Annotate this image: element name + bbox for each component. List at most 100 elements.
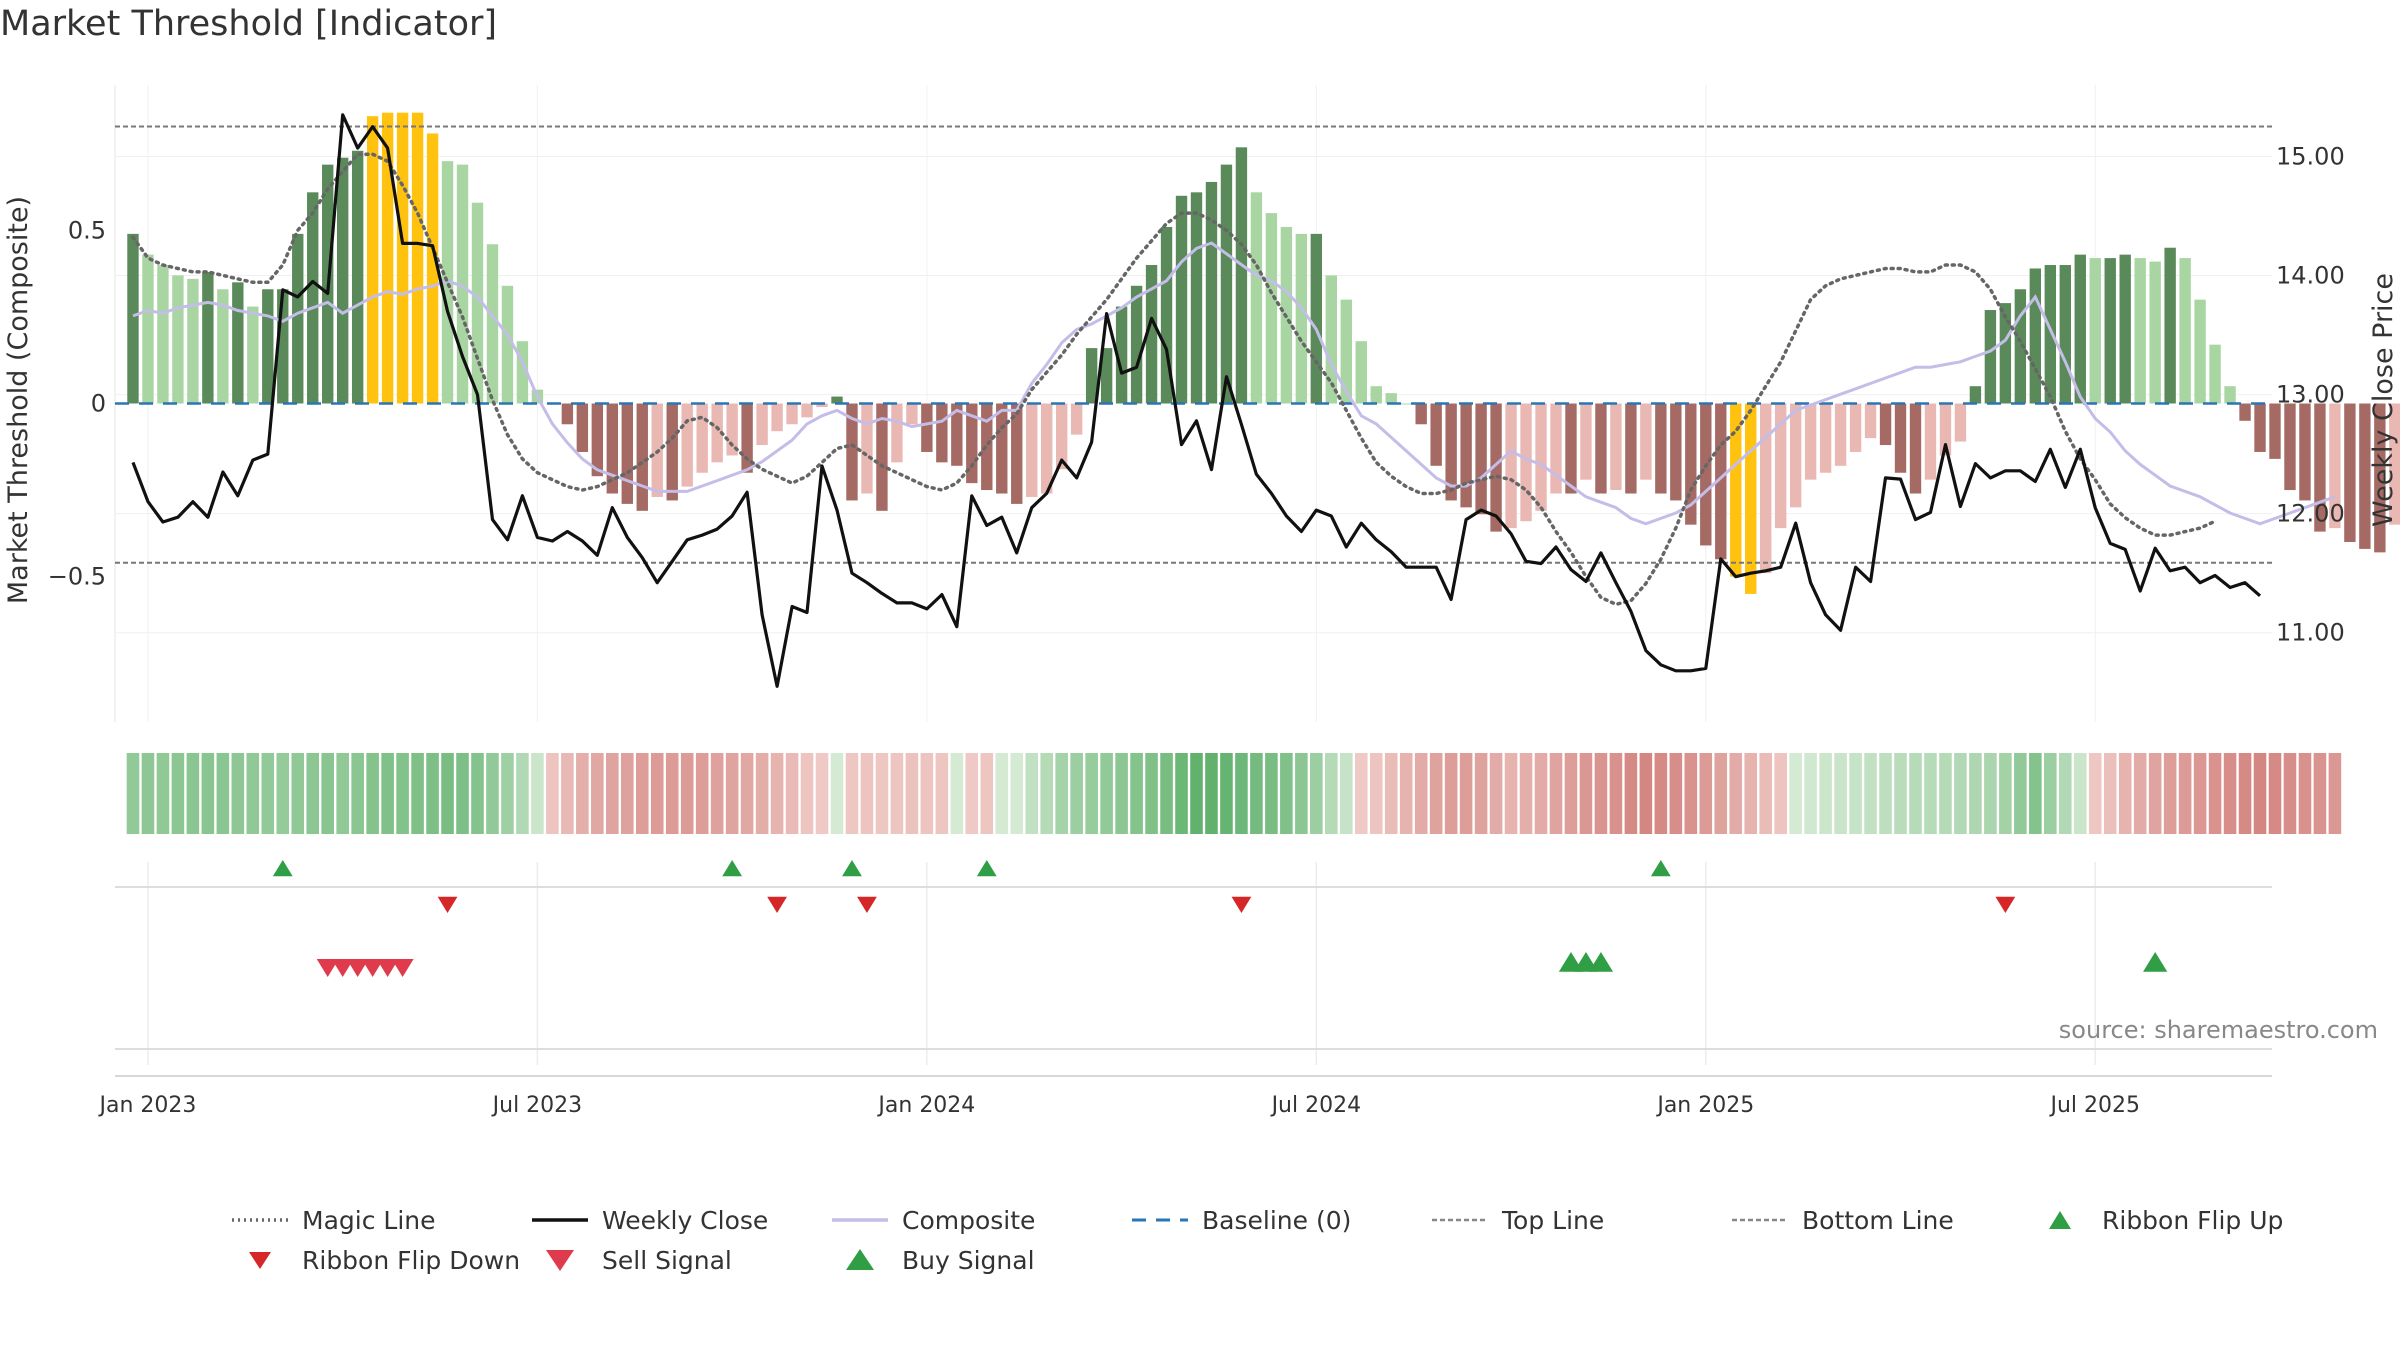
sell-signal-marker <box>361 959 384 977</box>
ribbon-cell <box>785 753 799 834</box>
ribbon-cell <box>1639 753 1653 834</box>
ribbon-cell <box>1115 753 1128 834</box>
ribbon-cell <box>2163 753 2177 834</box>
ribbon-cell <box>905 753 919 834</box>
ribbon-cell <box>336 753 349 834</box>
ribbon-cell <box>1175 753 1188 834</box>
histogram-bar <box>1670 403 1682 501</box>
sell-signal-marker <box>376 959 399 977</box>
histogram-bar <box>2269 403 2281 459</box>
histogram-bar <box>1760 403 1772 574</box>
histogram-bar <box>2329 403 2341 529</box>
histogram-bar <box>1969 386 1982 404</box>
ribbon-flip-up-marker <box>976 860 997 877</box>
ribbon-cell <box>860 753 874 834</box>
ribbon-cell <box>1399 753 1413 834</box>
ribbon-flip-up-marker <box>1650 860 1671 877</box>
legend-row: Magic Line Weekly Close Composite Baseli… <box>230 1200 2350 1240</box>
down-triangle-icon <box>546 1250 574 1271</box>
histogram-bar <box>891 403 903 463</box>
buy-signal-marker <box>2143 952 2168 972</box>
ribbon-flip-down-marker <box>1995 896 2016 913</box>
histogram-bar <box>816 403 828 407</box>
ribbon-cell <box>1849 753 1862 834</box>
histogram-bar <box>2059 265 2071 404</box>
histogram-bar <box>1415 403 1427 425</box>
histogram-bar <box>381 112 394 404</box>
dotted-line-icon <box>232 1218 288 1222</box>
ribbon-cell <box>1190 753 1203 834</box>
solid-line-icon <box>832 1218 888 1222</box>
ribbon-cell <box>995 753 1009 834</box>
ribbon-cell <box>1684 753 1698 834</box>
ribbon-cell <box>830 753 844 834</box>
histogram-bar <box>2374 403 2386 553</box>
axes: 0.5 0 −0.5 15.00 14.00 13.00 12.00 11.00 Jan 202… <box>48 142 2345 1118</box>
x-tick-label: Jan 2024 <box>876 1093 975 1118</box>
ribbon-flip-up-marker <box>272 860 293 877</box>
ribbon-cell <box>2328 753 2342 834</box>
ribbon-cell <box>2044 753 2057 834</box>
ribbon-cell <box>2208 753 2222 834</box>
dashed-line-icon <box>1432 1218 1488 1222</box>
histogram-bar <box>801 403 813 418</box>
x-tick-label: Jan 2025 <box>1655 1093 1754 1118</box>
histogram-bar <box>2104 258 2116 404</box>
histogram-bar <box>741 403 753 473</box>
signal-markers <box>272 860 2168 977</box>
histogram-bar <box>861 403 873 494</box>
histogram-bar <box>1175 195 1188 404</box>
histogram-bar <box>1460 403 1472 508</box>
dashed-line-icon <box>1132 1218 1188 1222</box>
ribbon-cell <box>1010 753 1024 834</box>
histogram-bar <box>396 112 409 404</box>
histogram-bar <box>2299 403 2311 501</box>
legend-item-buy-signal: Buy Signal <box>830 1246 1130 1275</box>
ribbon-cell <box>800 753 814 834</box>
legend-label: Buy Signal <box>902 1245 1035 1275</box>
ribbon-cell <box>665 753 679 834</box>
legend-label: Ribbon Flip Down <box>302 1245 521 1275</box>
histogram-bar <box>217 289 229 404</box>
ribbon-cell <box>276 753 290 834</box>
x-tick-label: Jan 2023 <box>98 1093 197 1118</box>
ribbon-flip-up-marker <box>722 860 743 877</box>
histogram-bar <box>591 403 604 477</box>
solid-line-icon <box>532 1218 588 1222</box>
x-tick-label: Jul 2024 <box>1270 1093 1362 1118</box>
histogram-bar <box>1595 403 1607 494</box>
ribbon-cell <box>1864 753 1877 834</box>
ribbon-cell <box>1489 753 1503 834</box>
histogram-bar <box>846 403 858 501</box>
histogram-bar <box>1894 403 1907 473</box>
ribbon-cell <box>635 753 649 834</box>
ribbon-cell <box>1474 753 1488 834</box>
histogram-bar <box>1235 147 1248 404</box>
histogram-bar <box>277 289 289 404</box>
ribbon-cell <box>1354 753 1368 834</box>
histogram-bar <box>471 202 484 404</box>
ribbon-cell <box>1999 753 2012 834</box>
dashed-line-icon <box>1732 1218 1788 1222</box>
ribbon-cell <box>2268 753 2282 834</box>
histogram-bar <box>1100 348 1113 404</box>
histogram-bar <box>561 403 574 425</box>
histogram-bar <box>2344 403 2356 542</box>
ribbon-cell <box>650 753 664 834</box>
histogram-bar <box>142 254 154 404</box>
ribbon-cell <box>1250 753 1263 834</box>
ribbon-cell <box>1954 753 1967 834</box>
histogram-bar <box>2014 289 2027 404</box>
histogram-bar <box>2134 258 2146 404</box>
histogram-bar <box>2164 247 2176 404</box>
ribbon-flip-down-marker <box>1231 896 1252 913</box>
histogram-bar <box>1055 403 1068 470</box>
histogram-bar <box>1849 403 1862 452</box>
ribbon-cell <box>201 753 215 834</box>
magic-line <box>131 152 2217 607</box>
ribbon-cell <box>2029 753 2042 834</box>
histogram-bar <box>232 282 244 404</box>
ribbon-cell <box>740 753 754 834</box>
y-left-tick-label: −0.5 <box>48 563 106 591</box>
legend-label: Bottom Line <box>1802 1205 1954 1235</box>
